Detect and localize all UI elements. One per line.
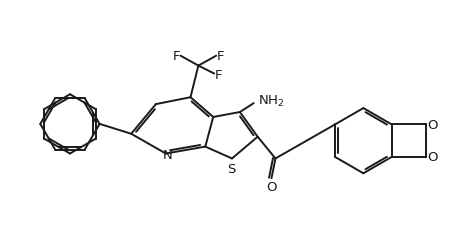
Text: F: F bbox=[214, 69, 221, 82]
Text: F: F bbox=[173, 50, 180, 63]
Text: S: S bbox=[226, 162, 235, 175]
Text: N: N bbox=[162, 148, 172, 161]
Text: NH$_2$: NH$_2$ bbox=[257, 93, 284, 108]
Text: O: O bbox=[426, 118, 437, 131]
Text: F: F bbox=[216, 50, 224, 63]
Text: O: O bbox=[266, 180, 276, 193]
Text: O: O bbox=[426, 151, 437, 164]
